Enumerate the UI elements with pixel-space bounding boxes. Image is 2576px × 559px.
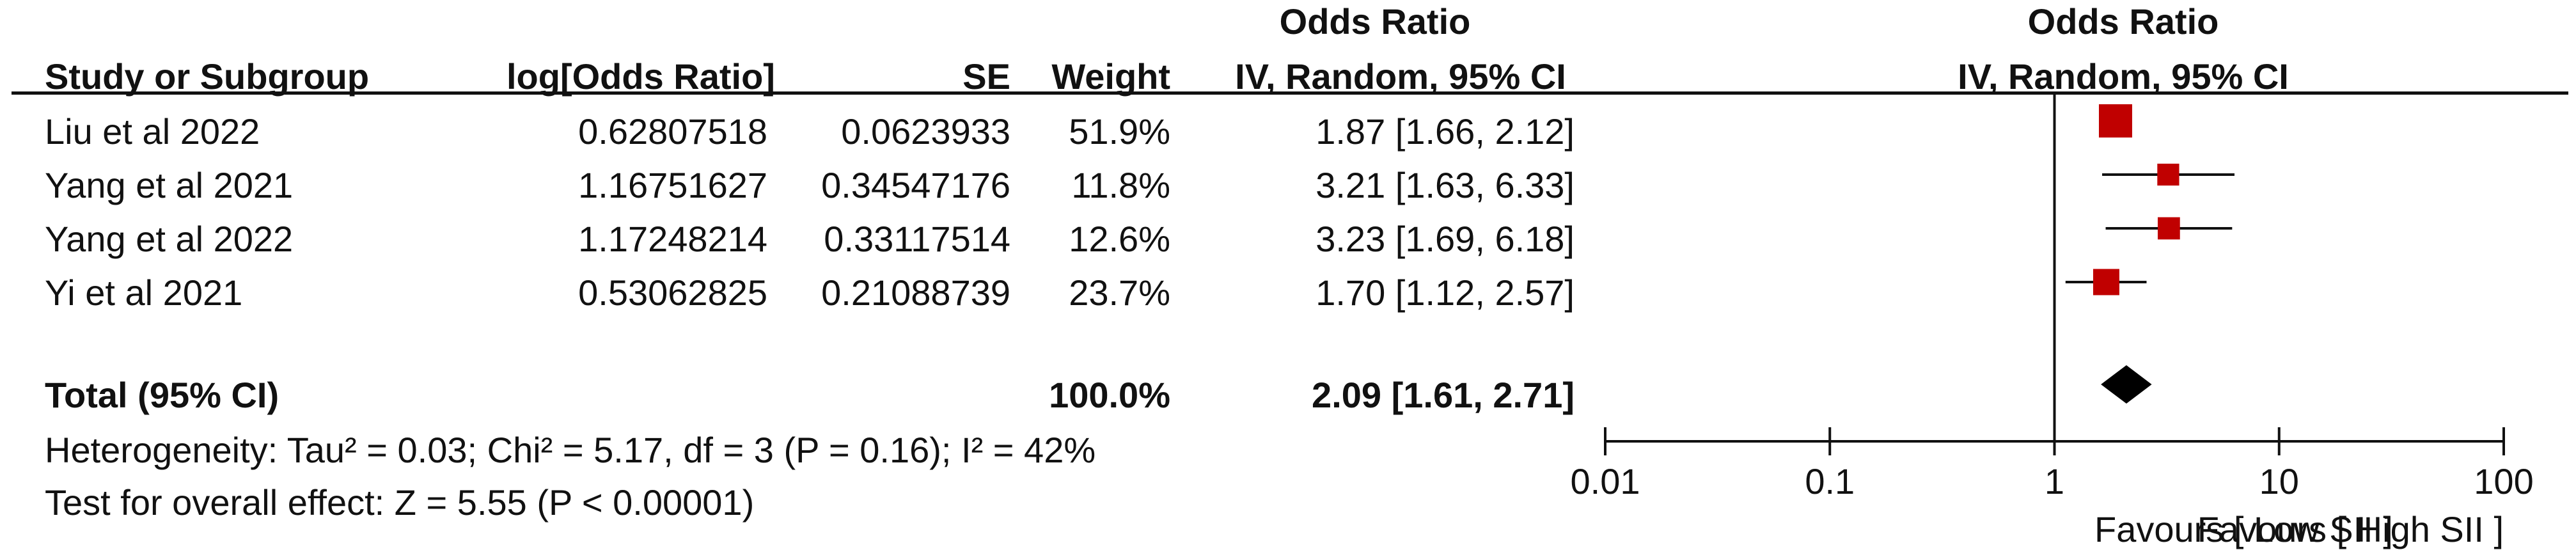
study-logor: 1.17248214 (578, 219, 767, 259)
header-se: SE (962, 56, 1010, 97)
header-weight: Weight (1051, 56, 1170, 97)
x-tick-label: 1 (2045, 461, 2064, 501)
header-method: IV, Random, 95% CI (1235, 56, 1566, 97)
pooled-diamond (2101, 365, 2152, 404)
study-name: Yang et al 2022 (45, 219, 294, 259)
left-group-title: Odds Ratio (1279, 1, 1471, 42)
study-se: 0.21088739 (821, 272, 1010, 313)
total-ci: 2.09 [1.61, 2.71] (1312, 375, 1575, 415)
study-weight: 12.6% (1069, 219, 1170, 259)
study-ci: 3.23 [1.69, 6.18] (1315, 219, 1575, 259)
study-logor: 0.53062825 (578, 272, 767, 313)
study-logor: 0.62807518 (578, 111, 767, 152)
x-tick-label: 10 (2259, 461, 2299, 501)
study-logor: 1.16751627 (578, 165, 767, 205)
study-marker (2157, 163, 2179, 186)
study-ci: 3.21 [1.63, 6.33] (1315, 165, 1575, 205)
study-se: 0.33117514 (824, 219, 1010, 259)
study-weight: 11.8% (1071, 165, 1170, 205)
study-weight: 51.9% (1069, 111, 1170, 152)
study-ci: 1.70 [1.12, 2.57] (1315, 272, 1575, 313)
study-name: Yi et al 2021 (45, 272, 243, 313)
x-tick-label: 0.01 (1571, 461, 1640, 501)
study-se: 0.34547176 (821, 165, 1010, 205)
study-marker (2093, 269, 2119, 295)
favours-right-label: Favours [ Low SII ] (2094, 509, 2393, 549)
header-plot-method: IV, Random, 95% CI (1958, 56, 2289, 97)
header-study: Study or Subgroup (45, 56, 370, 97)
x-tick-label: 100 (2474, 461, 2533, 501)
right-group-title: Odds Ratio (2027, 1, 2219, 42)
study-weight: 23.7% (1069, 272, 1170, 313)
study-ci: 1.87 [1.66, 2.12] (1315, 111, 1575, 152)
header-rule (12, 91, 2568, 95)
total-label: Total (95% CI) (45, 375, 279, 415)
study-name: Liu et al 2022 (45, 111, 260, 152)
overall-effect-text: Test for overall effect: Z = 5.55 (P < 0… (45, 482, 755, 523)
heterogeneity-text: Heterogeneity: Tau² = 0.03; Chi² = 5.17,… (45, 430, 1096, 470)
study-se: 0.0623933 (841, 111, 1010, 152)
header-logor: log[Odds Ratio] (507, 56, 775, 97)
study-name: Yang et al 2021 (45, 165, 294, 205)
total-weight: 100.0% (1049, 375, 1170, 415)
study-marker (2098, 104, 2132, 138)
study-marker (2157, 217, 2180, 240)
x-tick-label: 0.1 (1805, 461, 1855, 501)
favours-left-label: Favours [ High SII ] (2197, 509, 2504, 549)
